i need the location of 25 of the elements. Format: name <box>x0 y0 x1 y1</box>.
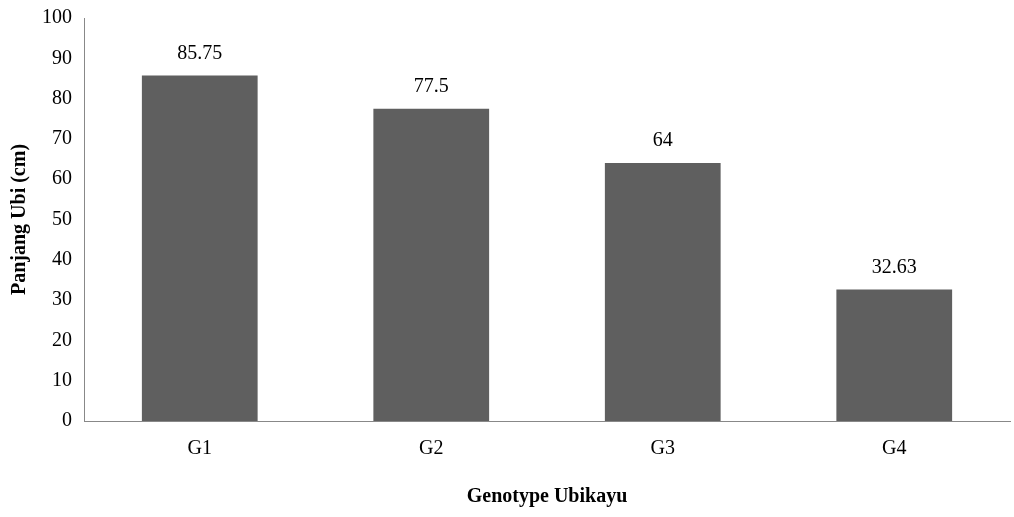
bar <box>836 289 953 421</box>
x-tick-label: G2 <box>419 436 444 459</box>
x-tick-label: G1 <box>187 436 212 459</box>
bar <box>141 75 258 421</box>
y-tick-label: 70 <box>52 126 72 149</box>
x-tick-label: G3 <box>650 436 675 459</box>
y-tick-label: 40 <box>52 247 72 270</box>
bar <box>373 108 490 421</box>
y-axis-title: Panjang Ubi (cm) <box>7 143 31 296</box>
y-tick-label: 50 <box>52 206 72 229</box>
x-axis-title: Genotype Ubikayu <box>466 484 628 508</box>
y-tick-label: 10 <box>52 367 72 390</box>
y-tick-label: 100 <box>42 5 72 28</box>
y-tick-label: 90 <box>52 45 72 68</box>
data-label: 77.5 <box>413 73 449 96</box>
bar <box>604 163 721 421</box>
data-label: 32.63 <box>871 254 917 277</box>
x-tick-label: G4 <box>882 436 907 459</box>
y-tick-label: 20 <box>52 327 72 350</box>
y-tick-label: 80 <box>52 85 72 108</box>
y-tick-label: 0 <box>62 408 72 431</box>
y-tick-label: 30 <box>52 287 72 310</box>
data-label: 64 <box>652 128 673 151</box>
y-tick-label: 60 <box>52 166 72 189</box>
data-label: 85.75 <box>177 40 223 63</box>
